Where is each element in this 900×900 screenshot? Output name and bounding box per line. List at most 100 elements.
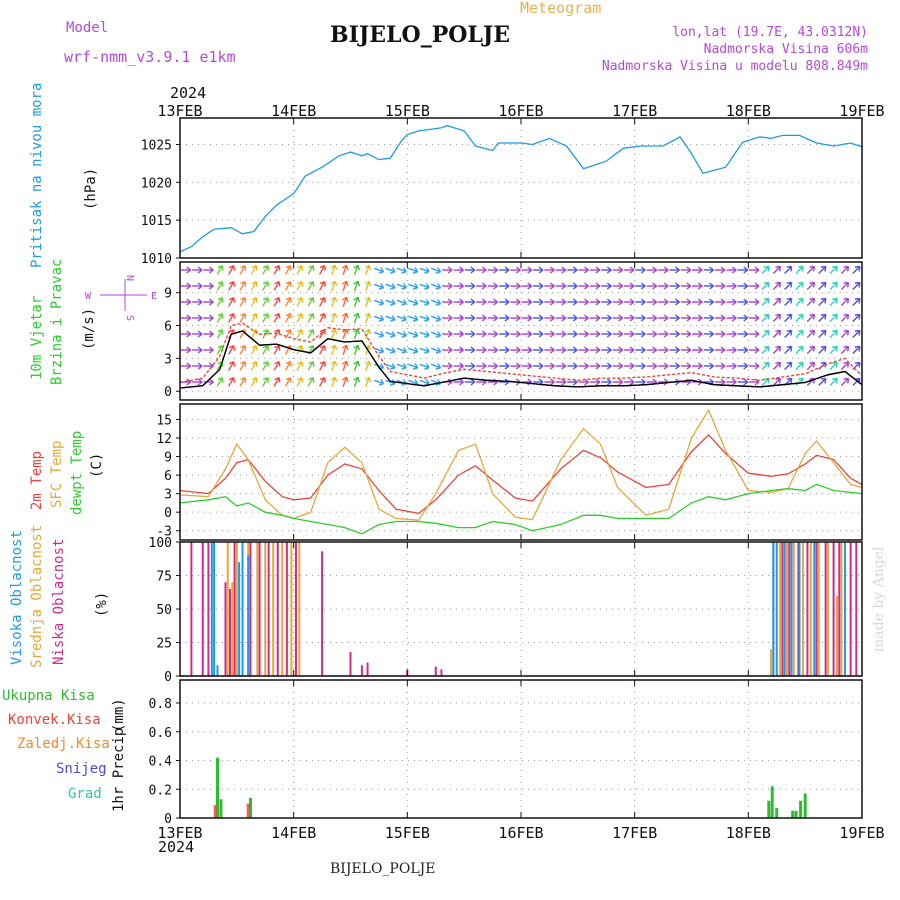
wind-arrow [216,281,224,291]
wind-arrow-head [697,314,703,322]
wind-arrow [330,280,338,291]
wind-arrow-head [197,378,203,386]
wind-arrow [852,265,861,275]
wind-arrow [680,346,692,354]
wind-arrow [476,282,487,290]
wind-arrow [192,314,203,322]
wind-arrow [262,281,270,291]
wind-arrow [510,362,521,370]
wind-arrow-head [330,376,338,383]
wind-arrow-head [424,299,430,306]
wind-arrow [307,281,315,291]
wind-arrow-head [285,265,292,271]
xtick-label-top: 13FEB [157,102,202,120]
wind-arrow-shaft [795,313,804,323]
wind-arrow-head [262,329,270,335]
wind-arrow-shaft [331,377,336,387]
wind-arrow-head [319,265,326,271]
wind-arrow [658,266,669,274]
wind-arrow [408,363,419,370]
wind-arrow [464,282,476,290]
wind-arrow-shaft [228,313,235,323]
wind-arrow [180,346,192,354]
wind-arrow-shaft [784,329,793,339]
wind-arrow-head [515,314,521,322]
wind-arrow-head [330,280,338,287]
wind-arrow [840,377,850,387]
wind-arrow-shaft [318,377,326,387]
wind-arrow [635,282,646,290]
wind-arrow-shaft [818,377,827,387]
wind-arrow [284,297,292,307]
wind-arrow [296,265,304,275]
wind-arrow-head [629,314,635,322]
wind-arrow-shaft [795,345,804,355]
wind-arrow-head [606,362,612,370]
wind-arrow [180,330,192,338]
wind-arrow [487,362,499,370]
wind-arrow-shaft [284,281,292,291]
wind-arrow [262,265,270,275]
wind-arrow [806,297,816,307]
wind-arrow-shaft [840,329,849,339]
wind-arrow-head [504,330,510,338]
wind-arrow [419,315,430,322]
series-line-sfc [179,408,863,521]
wind-arrow-head [330,312,338,319]
wind-arrow-head [390,363,396,370]
wind-arrow [578,362,589,370]
wind-arrow-head [572,314,578,322]
wind-arrow-head [595,282,601,290]
wind-arrow-head [743,346,749,354]
wind-arrow-shaft [761,329,770,339]
wind-arrow-head [240,377,247,383]
wind-arrow-head [447,330,453,338]
wind-arrow [499,298,510,306]
wind-arrow-shaft [818,345,827,355]
wind-arrow [192,362,203,370]
wind-arrow-head [686,346,692,354]
wind-arrow [726,378,737,386]
wind-arrow-head [720,266,726,274]
wind-arrow-head [606,282,612,290]
wind-arrow-head [297,377,304,383]
wind-arrow [192,282,203,290]
wind-arrow-shaft [784,297,793,307]
wind-arrow [749,362,760,370]
wind-arrow [180,282,192,290]
wind-arrow [296,345,304,355]
wind-arrow-shaft [318,297,326,307]
wind-arrow-head [390,315,396,322]
wind-arrow-head [675,266,680,274]
wind-arrow-head [240,297,247,303]
wind-arrow-head [663,330,669,338]
wind-arrow-head [763,297,770,304]
wind-arrow [487,314,499,322]
wind-arrow-head [364,312,372,319]
wind-arrow-shaft [419,379,430,385]
wind-arrow-shaft [430,299,441,305]
wind-arrow-shaft [396,363,407,369]
wind-arrow-head [832,265,838,272]
wind-arrow [544,282,555,290]
wind-arrow [589,362,601,370]
wind-arrow [840,329,850,339]
wind-arrow-head [424,267,430,274]
wind-arrow [373,315,385,322]
wind-arrow-shaft [296,265,303,275]
wind-arrow-head [240,361,247,367]
wind-arrow-head [197,282,203,290]
wind-arrow-shaft [331,265,336,275]
wind-arrow-head [709,298,715,306]
wind-arrow-shaft [408,347,418,353]
wind-arrow [646,314,658,322]
wind-arrow-head [561,346,567,354]
wind-arrow-head [854,297,861,304]
wind-arrow [307,377,315,387]
wind-arrow-head [217,313,224,319]
wind-arrow [669,314,680,322]
wind-arrow [341,296,349,307]
wind-arrow-head [652,330,658,338]
wind-arrow-shaft [353,281,359,291]
wind-arrow [703,362,715,370]
